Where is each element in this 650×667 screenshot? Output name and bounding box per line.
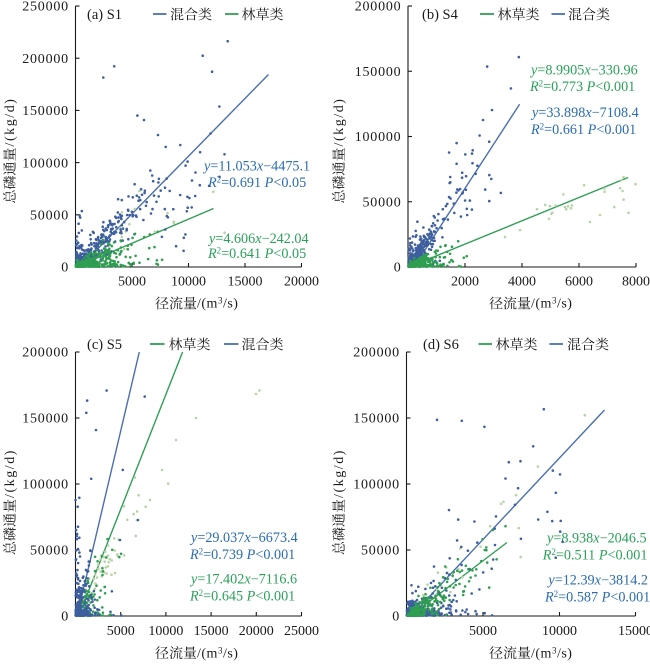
svg-text:200000: 200000 <box>355 0 402 15</box>
svg-text:50000: 50000 <box>30 209 69 224</box>
svg-text:200000: 200000 <box>22 52 69 67</box>
svg-text:150000: 150000 <box>355 65 402 80</box>
svg-text:150000: 150000 <box>353 412 400 427</box>
svg-text:0: 0 <box>61 261 69 276</box>
svg-text:R2=0.691 P<0.05: R2=0.691 P<0.05 <box>207 175 306 192</box>
svg-text:250000: 250000 <box>22 0 69 15</box>
svg-text:10000: 10000 <box>542 624 577 639</box>
svg-text:y=8.9905x−330.96: y=8.9905x−330.96 <box>529 62 638 78</box>
svg-text:15000: 15000 <box>618 624 650 639</box>
svg-text:50000: 50000 <box>361 544 400 559</box>
svg-text:0: 0 <box>61 610 69 625</box>
svg-text:R2=0.773 P<0.001: R2=0.773 P<0.001 <box>529 79 635 96</box>
svg-text:R2=0.641 P<0.05: R2=0.641 P<0.05 <box>207 246 306 263</box>
svg-text:150000: 150000 <box>22 104 69 119</box>
svg-text:y=8.938x−2046.5: y=8.938x−2046.5 <box>545 530 647 546</box>
svg-text:5000: 5000 <box>107 624 135 639</box>
svg-text:/(kg/d): /(kg/d) <box>332 97 347 146</box>
svg-text:R2=0.645 P<0.001: R2=0.645 P<0.001 <box>189 588 295 605</box>
svg-text:10000: 10000 <box>171 275 206 290</box>
svg-text:25000: 25000 <box>284 624 319 639</box>
svg-text:/(kg/d): /(kg/d) <box>3 97 18 146</box>
svg-text:y=33.898x−7108.4: y=33.898x−7108.4 <box>530 105 639 121</box>
svg-text:20000: 20000 <box>239 624 274 639</box>
svg-text:(b) S4: (b) S4 <box>422 7 459 23</box>
svg-text:50000: 50000 <box>30 544 69 559</box>
svg-text:100000: 100000 <box>22 156 69 171</box>
svg-text:15000: 15000 <box>194 624 229 639</box>
svg-text:/(m3/s): /(m3/s) <box>197 296 238 312</box>
svg-text:100000: 100000 <box>355 130 402 145</box>
svg-text:20000: 20000 <box>284 275 319 290</box>
svg-text:y=17.402x−7116.6: y=17.402x−7116.6 <box>189 572 297 588</box>
svg-text:/(m3/s): /(m3/s) <box>531 296 572 312</box>
svg-text:5000: 5000 <box>469 624 497 639</box>
svg-text:6000: 6000 <box>565 275 593 290</box>
svg-text:100000: 100000 <box>353 478 400 493</box>
svg-text:R2=0.661 P<0.001: R2=0.661 P<0.001 <box>530 122 636 139</box>
svg-text:8000: 8000 <box>622 275 650 290</box>
svg-text:2000: 2000 <box>451 275 479 290</box>
svg-text:y=11.053x−4475.1: y=11.053x−4475.1 <box>202 158 310 174</box>
svg-text:(c) S5: (c) S5 <box>87 337 122 353</box>
svg-text:y=4.606x−242.04: y=4.606x−242.04 <box>207 231 309 247</box>
svg-text:(a) S1: (a) S1 <box>87 7 122 23</box>
svg-text:/(kg/d): /(kg/d) <box>3 449 18 498</box>
svg-text:100000: 100000 <box>22 478 69 493</box>
svg-text:y=12.39x−3814.2: y=12.39x−3814.2 <box>546 573 648 589</box>
svg-text:(d) S6: (d) S6 <box>423 337 459 353</box>
svg-text:/(kg/d): /(kg/d) <box>332 449 347 498</box>
svg-text:10000: 10000 <box>148 624 183 639</box>
svg-text:R2=0.739 P<0.001: R2=0.739 P<0.001 <box>189 547 295 564</box>
svg-text:4000: 4000 <box>508 275 536 290</box>
svg-text:15000: 15000 <box>228 275 263 290</box>
svg-text:/(m3/s): /(m3/s) <box>531 645 572 661</box>
svg-text:y=29.037x−6673.4: y=29.037x−6673.4 <box>189 530 298 546</box>
svg-text:50000: 50000 <box>363 195 402 210</box>
svg-text:5000: 5000 <box>118 275 146 290</box>
svg-text:R2=0.511 P<0.001: R2=0.511 P<0.001 <box>542 547 648 564</box>
svg-text:/(m3/s): /(m3/s) <box>197 645 238 661</box>
svg-text:0: 0 <box>392 610 400 625</box>
svg-text:0: 0 <box>394 261 402 276</box>
svg-text:150000: 150000 <box>22 412 69 427</box>
svg-text:200000: 200000 <box>22 346 69 361</box>
svg-text:200000: 200000 <box>353 346 400 361</box>
svg-text:R2=0.587 P<0.001: R2=0.587 P<0.001 <box>544 589 650 606</box>
